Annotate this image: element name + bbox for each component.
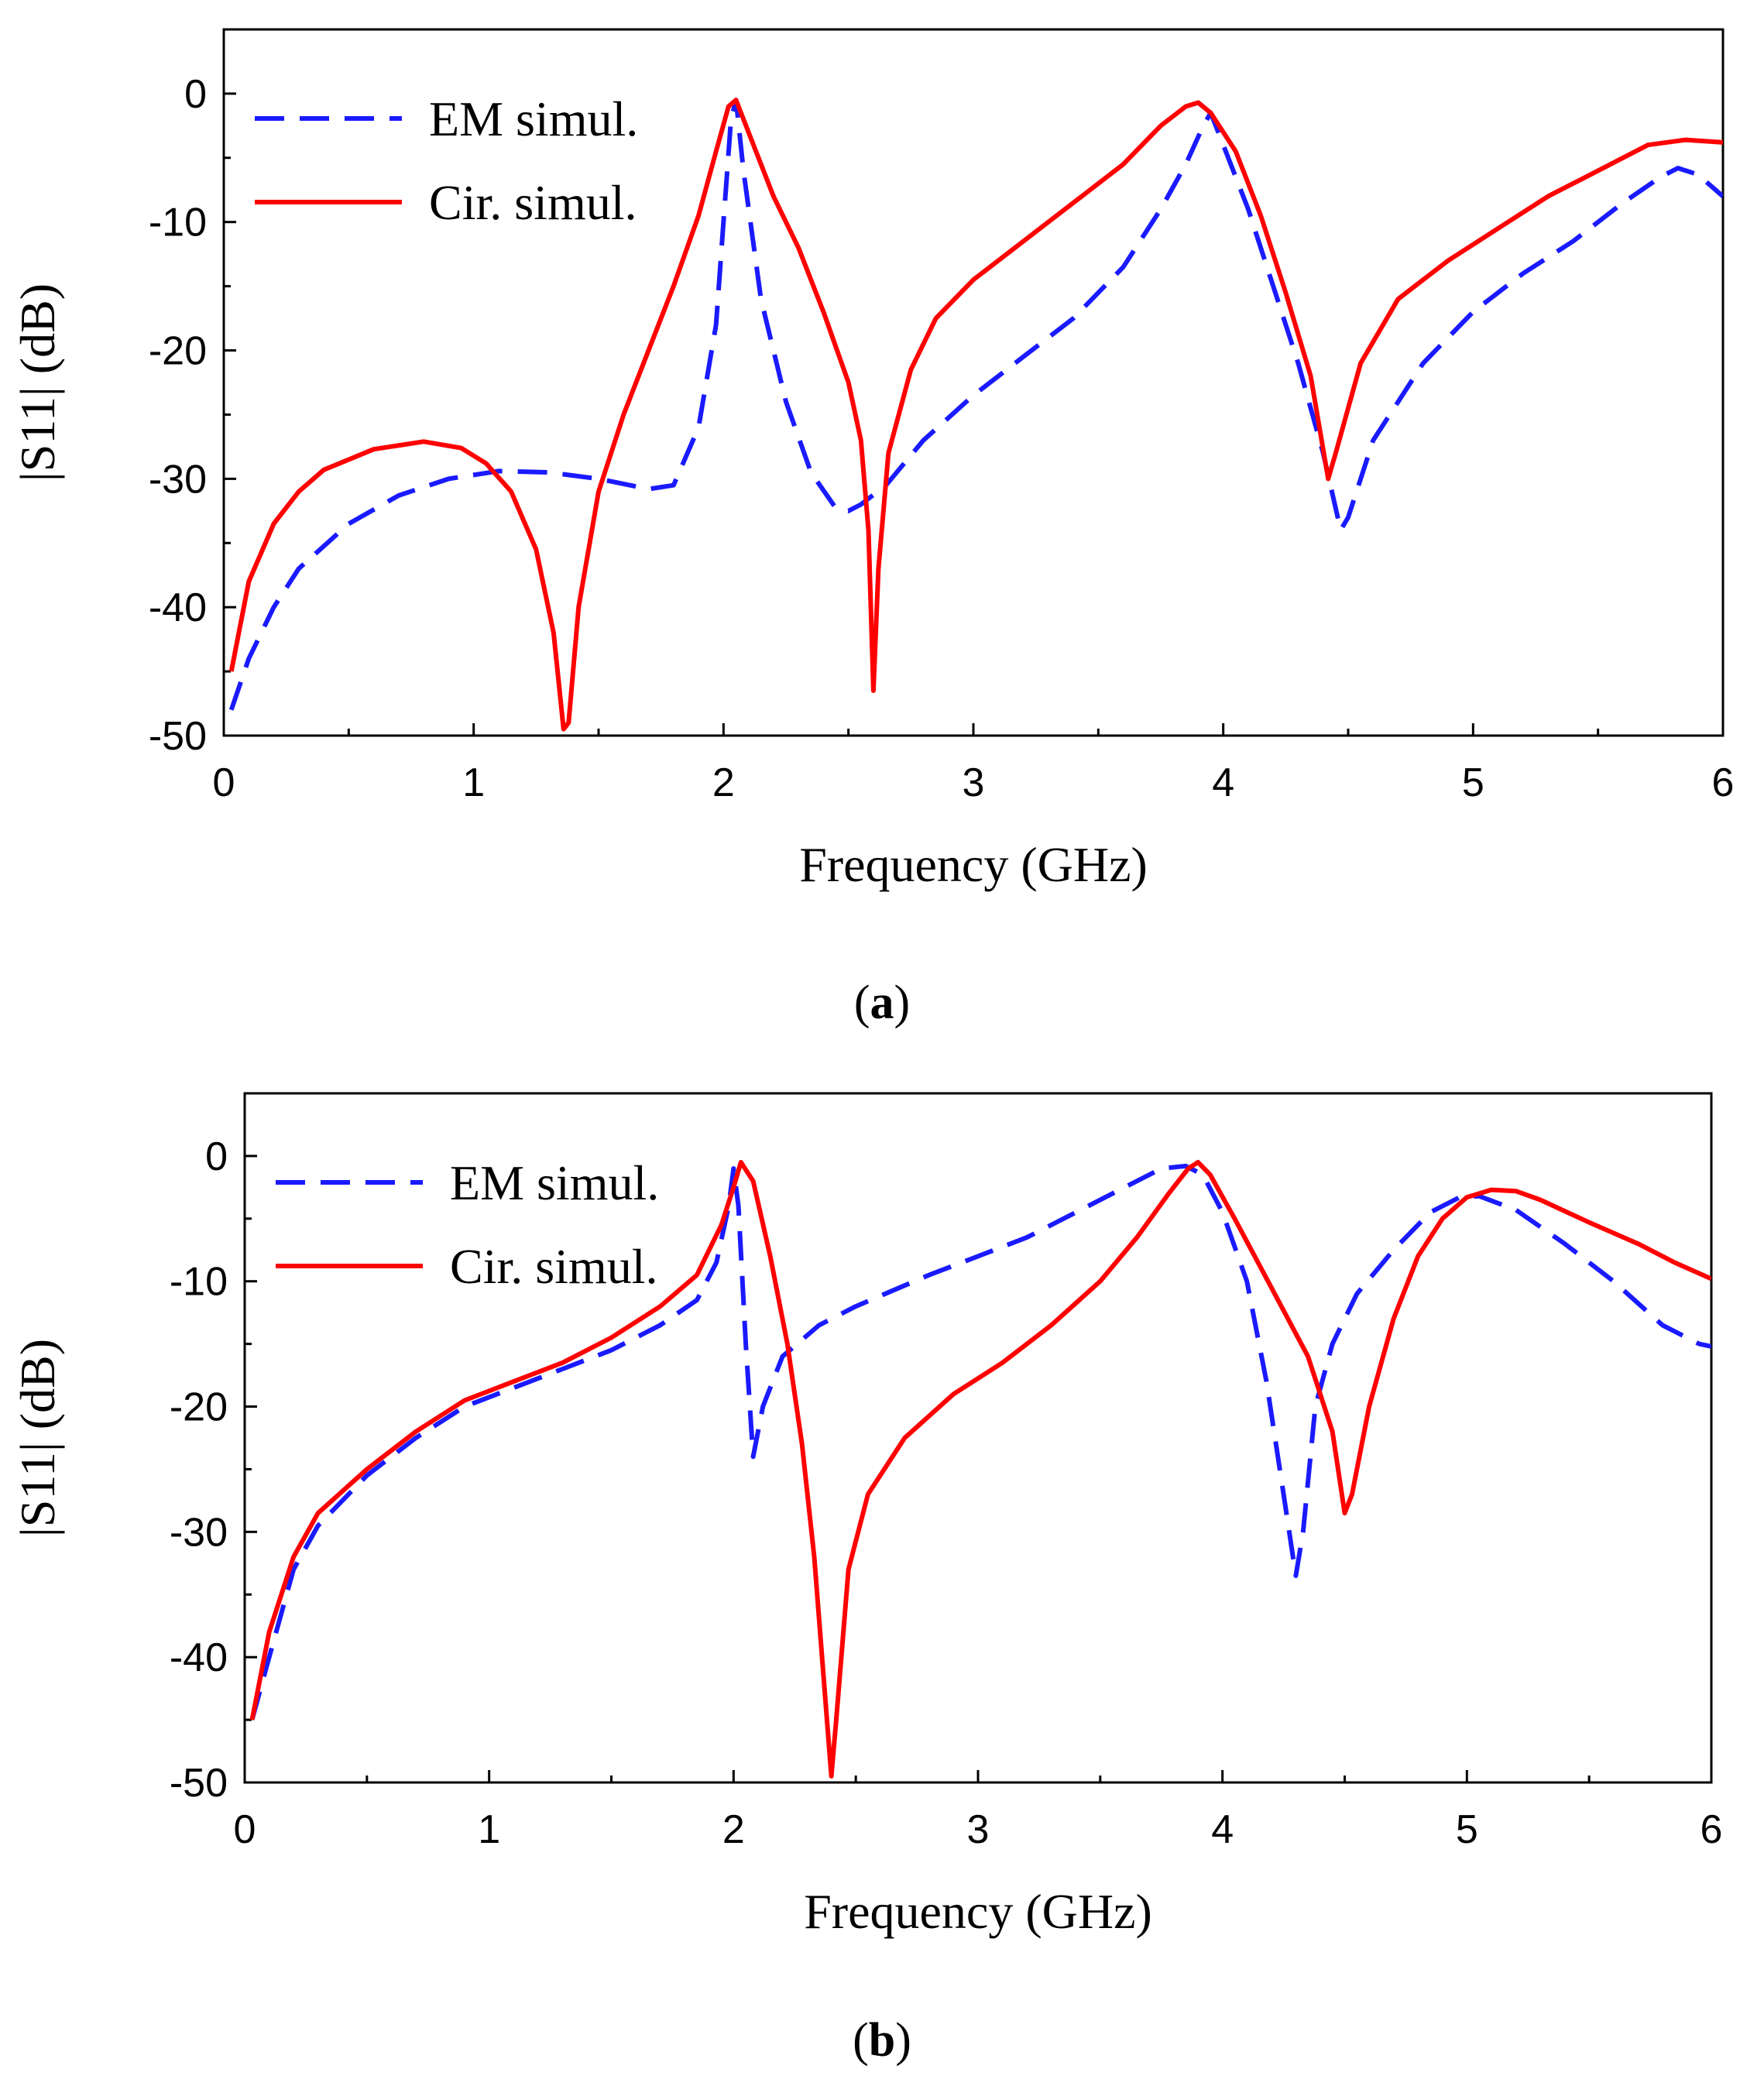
c0-series-line-cir-simul (228, 98, 1723, 732)
c1-y-tick-label: -20 (170, 1385, 228, 1430)
c0-y-tick-label: -50 (149, 714, 207, 759)
c0-x-axis-title: Frequency (GHz) (799, 837, 1148, 892)
c0-caption-open-paren: ( (854, 976, 870, 1029)
c0-y-tick-label: -20 (149, 329, 207, 374)
c0-x-tick-label: 3 (963, 760, 985, 805)
c1-x-tick-label: 1 (478, 1807, 500, 1852)
c1-y-tick-label: -10 (170, 1260, 228, 1305)
c0-y-tick-label: 0 (184, 72, 207, 117)
c1-caption-letter: b (869, 2014, 895, 2067)
c1-y-axis-title: |S11| (dB) (10, 1339, 65, 1537)
c1-x-tick-label: 3 (967, 1807, 990, 1852)
c1-series-line-em-simul (249, 1163, 1711, 1721)
c1-caption-open-paren: ( (853, 2014, 869, 2067)
c0-caption-close-paren: ) (894, 976, 911, 1029)
c1-series-line-cir-simul (249, 1160, 1711, 1779)
c1-y-tick-label: 0 (205, 1134, 228, 1179)
c1-panel-caption: (b) (853, 2014, 911, 2067)
c0-caption-letter: a (870, 976, 894, 1029)
c1-x-tick-label: 0 (234, 1807, 256, 1852)
c0-panel-caption: (a) (854, 976, 910, 1029)
c1-legend-label: EM simul. (450, 1155, 659, 1210)
c1-x-axis-title: Frequency (GHz) (804, 1884, 1152, 1939)
panel-a: 0 1 2 3 4 5 6 0 -10 -20 -30 -40 -50 Frequency (GHz) |S… (10, 28, 1735, 1029)
c1-x-tick-label: 2 (722, 1807, 745, 1852)
c1-x-tick-label: 5 (1456, 1807, 1478, 1852)
c0-y-tick-label: -10 (149, 201, 207, 245)
c1-y-tick-label: -50 (170, 1761, 228, 1806)
c1-y-tick-label: -40 (170, 1635, 228, 1680)
chart-b: 0 1 2 3 4 5 6 0 -10 -20 -30 -40 -50 Frequency (GHz) |S… (10, 1092, 1723, 2067)
c0-x-tick-label: 6 (1712, 760, 1735, 805)
c0-series-line-em-simul (228, 98, 1723, 711)
c1-y-tick-label: -30 (170, 1510, 228, 1555)
c1-x-tick-label: 6 (1701, 1807, 1723, 1852)
c1-legend-label: Cir. simul. (450, 1239, 658, 1294)
c0-y-tick-label: -40 (149, 585, 207, 630)
c0-y-axis-title: |S11| (dB) (10, 283, 65, 482)
c0-x-tick-label: 1 (462, 760, 485, 805)
c1-caption-close-paren: ) (895, 2014, 911, 2067)
c0-legend-label: EM simul. (429, 91, 638, 146)
c0-x-tick-label: 0 (213, 760, 235, 805)
c0-y-tick-label: -30 (149, 457, 207, 502)
chart-a: 0 1 2 3 4 5 6 0 -10 -20 -30 -40 -50 Frequency (GHz) |S… (10, 28, 1735, 1029)
c1-x-tick-label: 4 (1211, 1807, 1234, 1852)
panel-b: 0 1 2 3 4 5 6 0 -10 -20 -30 -40 -50 Frequency (GHz) |S… (0, 1061, 1764, 2086)
c0-legend-label: Cir. simul. (429, 175, 637, 230)
c0-x-tick-label: 2 (712, 760, 735, 805)
c0-x-tick-label: 5 (1462, 760, 1484, 805)
c0-x-tick-label: 4 (1212, 760, 1234, 805)
